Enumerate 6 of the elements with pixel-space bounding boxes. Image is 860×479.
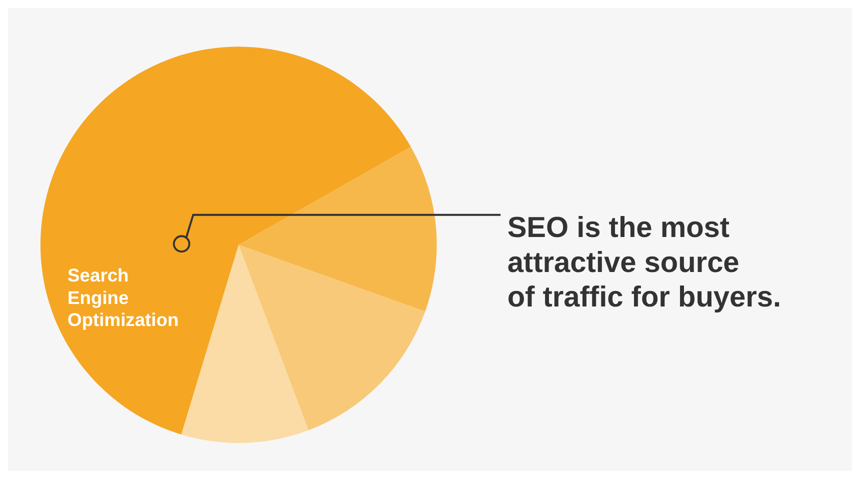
slice-label: Search Engine Optimization [68,264,179,330]
pie-slice [238,146,437,312]
text: SEO is the most attractive source of traffic for buyers. [507,212,782,314]
pie-slice [181,244,308,443]
pie-slice [40,46,411,435]
pie-slice [238,244,426,430]
